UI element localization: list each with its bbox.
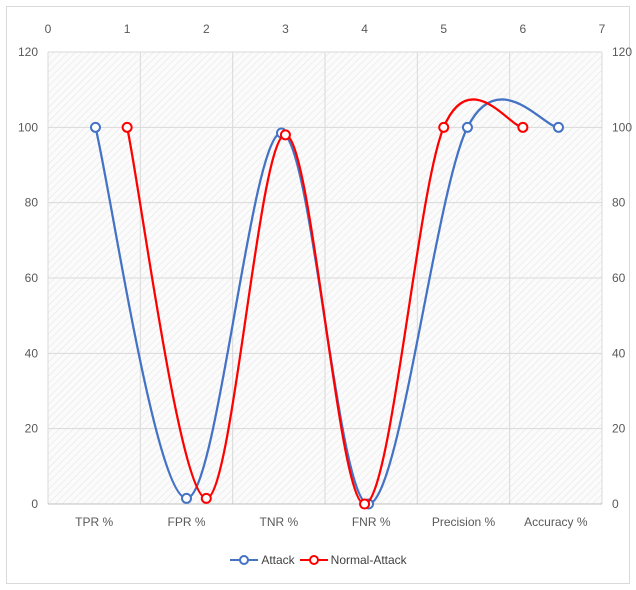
category-label: Precision % [432,515,496,529]
data-point [200,492,212,504]
data-point [89,121,101,133]
category-label: TPR % [75,515,113,529]
legend-label: Attack [261,553,295,567]
right-tick-label: 100 [612,120,632,134]
right-tick-label: 80 [612,196,626,210]
right-tick-label: 0 [612,497,619,511]
category-label: FPR % [167,515,205,529]
top-tick-label: 3 [282,22,289,36]
data-point [461,121,473,133]
legend: Attack Normal-Attack [0,553,636,569]
category-label: FNR % [352,515,391,529]
data-point [359,498,371,510]
right-tick-label: 20 [612,422,626,436]
top-tick-label: 7 [599,22,606,36]
series-normal-attack [121,98,529,510]
left-tick-label: 0 [31,497,38,511]
category-axis-labels: TPR % FPR % TNR % FNR % Precision % Accuracy … [75,515,588,529]
right-tick-label: 40 [612,346,626,360]
top-tick-label: 4 [361,22,368,36]
right-tick-label: 120 [612,45,632,59]
legend-label: Normal-Attack [330,553,407,567]
gridlines [47,51,603,505]
data-point [121,121,133,133]
data-point [181,492,192,504]
left-axis-ticks: 0 20 40 60 80 100 120 [18,45,38,511]
series-layer [89,98,564,510]
top-axis-ticks: 0 1 2 3 4 5 6 7 [45,22,606,36]
left-tick-label: 20 [25,422,39,436]
legend-marker-icon [230,555,259,565]
left-tick-label: 80 [25,196,39,210]
top-tick-label: 6 [520,22,527,36]
top-tick-label: 1 [124,22,131,36]
data-point [517,121,529,133]
legend-marker-icon [299,555,328,565]
series-line [126,98,524,506]
category-label: TNR % [259,515,298,529]
top-tick-label: 2 [203,22,210,36]
legend-item: Attack [229,553,295,567]
right-axis-ticks: 0 20 40 60 80 100 120 [612,45,632,511]
data-point [552,121,564,133]
left-tick-label: 60 [25,271,39,285]
left-tick-label: 40 [25,346,39,360]
top-tick-label: 5 [440,22,447,36]
left-tick-label: 100 [18,120,38,134]
data-point [279,129,291,141]
data-point [438,121,450,133]
left-tick-label: 120 [18,45,38,59]
top-tick-label: 0 [45,22,52,36]
category-label: Accuracy % [524,515,588,529]
right-tick-label: 60 [612,271,626,285]
legend-item: Normal-Attack [299,553,407,567]
